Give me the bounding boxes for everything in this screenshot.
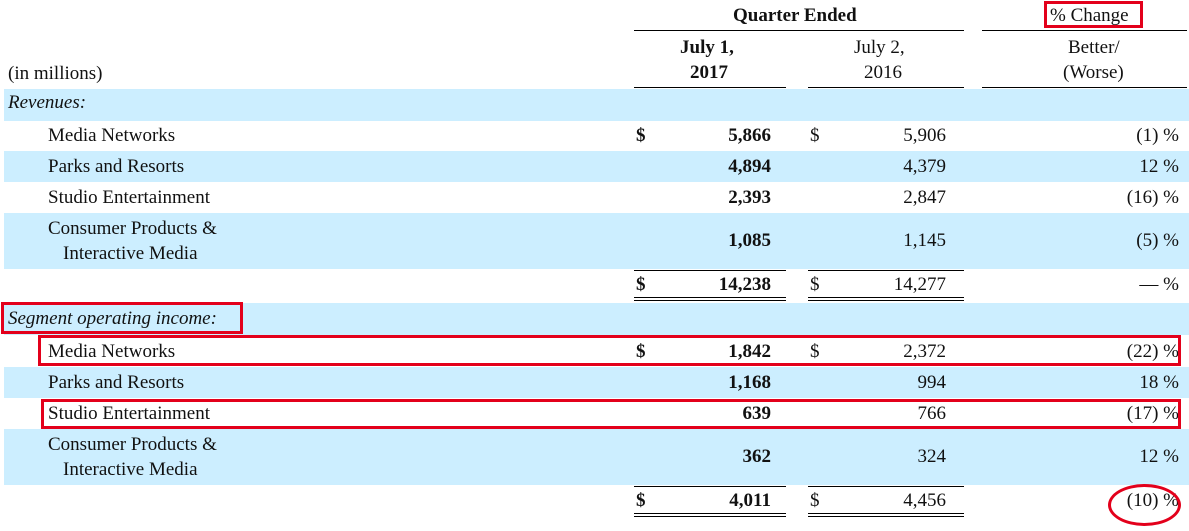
band-segment-label xyxy=(4,303,1189,335)
total-double-rule-2017 xyxy=(634,297,786,301)
col-2017-line2: 2017 xyxy=(690,62,728,83)
highlight-box-media-networks xyxy=(38,335,1181,366)
value-2017: 1,842 xyxy=(728,341,771,362)
col-change-line1: Better/ xyxy=(1068,37,1120,58)
currency-symbol: $ xyxy=(636,125,646,146)
currency-symbol: $ xyxy=(810,490,820,511)
value-2017: 4,894 xyxy=(728,156,771,177)
total-double-rule-2016 xyxy=(808,513,964,517)
col-2016-line1: July 2, xyxy=(854,37,905,58)
header-rule-2016 xyxy=(808,87,964,88)
subtotal-rule-2016 xyxy=(808,270,964,271)
value-2016: 994 xyxy=(917,372,947,393)
row-label-line1: Consumer Products & xyxy=(48,218,217,239)
value-change: 12 % xyxy=(1139,156,1179,177)
col-2016-line2: 2016 xyxy=(864,62,902,83)
band-consumer-revenue xyxy=(4,213,1189,269)
row-label-line2: Interactive Media xyxy=(63,243,198,264)
currency-symbol: $ xyxy=(636,274,646,295)
value-2017: 1,085 xyxy=(728,230,771,251)
pct-change-rule xyxy=(982,30,1187,31)
revenues-heading: Revenues: xyxy=(8,92,87,113)
band-consumer-income xyxy=(4,429,1189,485)
pct-change-heading: % Change xyxy=(1050,5,1129,26)
quarter-ended-heading: Quarter Ended xyxy=(733,5,857,26)
row-label: Studio Entertainment xyxy=(48,187,211,208)
value-change: (17) % xyxy=(1126,403,1179,424)
value-change: (16) % xyxy=(1126,187,1179,208)
value-2017: 362 xyxy=(742,446,772,467)
total-2016: 14,277 xyxy=(893,274,946,295)
col-2017-line1: July 1, xyxy=(680,37,734,58)
row-label: Media Networks xyxy=(48,341,176,362)
value-change: 12 % xyxy=(1139,446,1179,467)
value-2016: 324 xyxy=(917,446,947,467)
currency-symbol: $ xyxy=(810,125,820,146)
total-double-rule-2016 xyxy=(808,297,964,301)
value-change: (5) % xyxy=(1136,230,1179,251)
row-label-line1: Consumer Products & xyxy=(48,434,217,455)
highlight-oval-total-change xyxy=(1108,484,1181,526)
header-rule-change xyxy=(982,87,1187,88)
value-change: (1) % xyxy=(1136,125,1179,146)
band-parks-income xyxy=(4,367,1189,398)
value-2017: 5,866 xyxy=(728,125,771,146)
highlight-box-studio-entertainment xyxy=(41,399,1181,429)
row-label-line2: Interactive Media xyxy=(63,459,198,480)
value-2017: 639 xyxy=(742,403,772,424)
total-2016: 4,456 xyxy=(903,490,946,511)
col-change-line2: (Worse) xyxy=(1063,62,1124,83)
band-revenues-label xyxy=(4,89,1189,121)
band-parks-revenue xyxy=(4,151,1189,182)
currency-symbol: $ xyxy=(810,341,820,362)
highlight-box-segment-income xyxy=(1,302,243,334)
value-2016: 5,906 xyxy=(903,125,946,146)
total-double-rule-2017 xyxy=(634,513,786,517)
value-2016: 2,372 xyxy=(903,341,946,362)
segment-income-heading: Segment operating income: xyxy=(8,308,217,329)
value-2016: 4,379 xyxy=(903,156,946,177)
total-2017: 14,238 xyxy=(718,274,771,295)
header-rule-2017 xyxy=(634,87,786,88)
subtotal-rule-2017 xyxy=(634,270,786,271)
total-2017: 4,011 xyxy=(729,490,771,511)
value-2016: 2,847 xyxy=(903,187,946,208)
highlight-box-pct-change xyxy=(1044,1,1143,28)
value-2016: 1,145 xyxy=(903,230,946,251)
row-label: Parks and Resorts xyxy=(48,156,185,177)
value-change: 18 % xyxy=(1139,372,1179,393)
row-label: Studio Entertainment xyxy=(48,403,211,424)
subtotal-rule-2016 xyxy=(808,486,964,487)
total-change: — % xyxy=(1139,274,1179,295)
value-2017: 1,168 xyxy=(728,372,771,393)
row-label: Media Networks xyxy=(48,125,176,146)
value-change: (22) % xyxy=(1126,341,1179,362)
quarter-ended-rule xyxy=(634,30,964,31)
value-2017: 2,393 xyxy=(728,187,771,208)
currency-symbol: $ xyxy=(810,274,820,295)
value-2016: 766 xyxy=(917,403,947,424)
units-label: (in millions) xyxy=(8,63,103,84)
currency-symbol: $ xyxy=(636,341,646,362)
subtotal-rule-2017 xyxy=(634,486,786,487)
currency-symbol: $ xyxy=(636,490,646,511)
row-label: Parks and Resorts xyxy=(48,372,185,393)
